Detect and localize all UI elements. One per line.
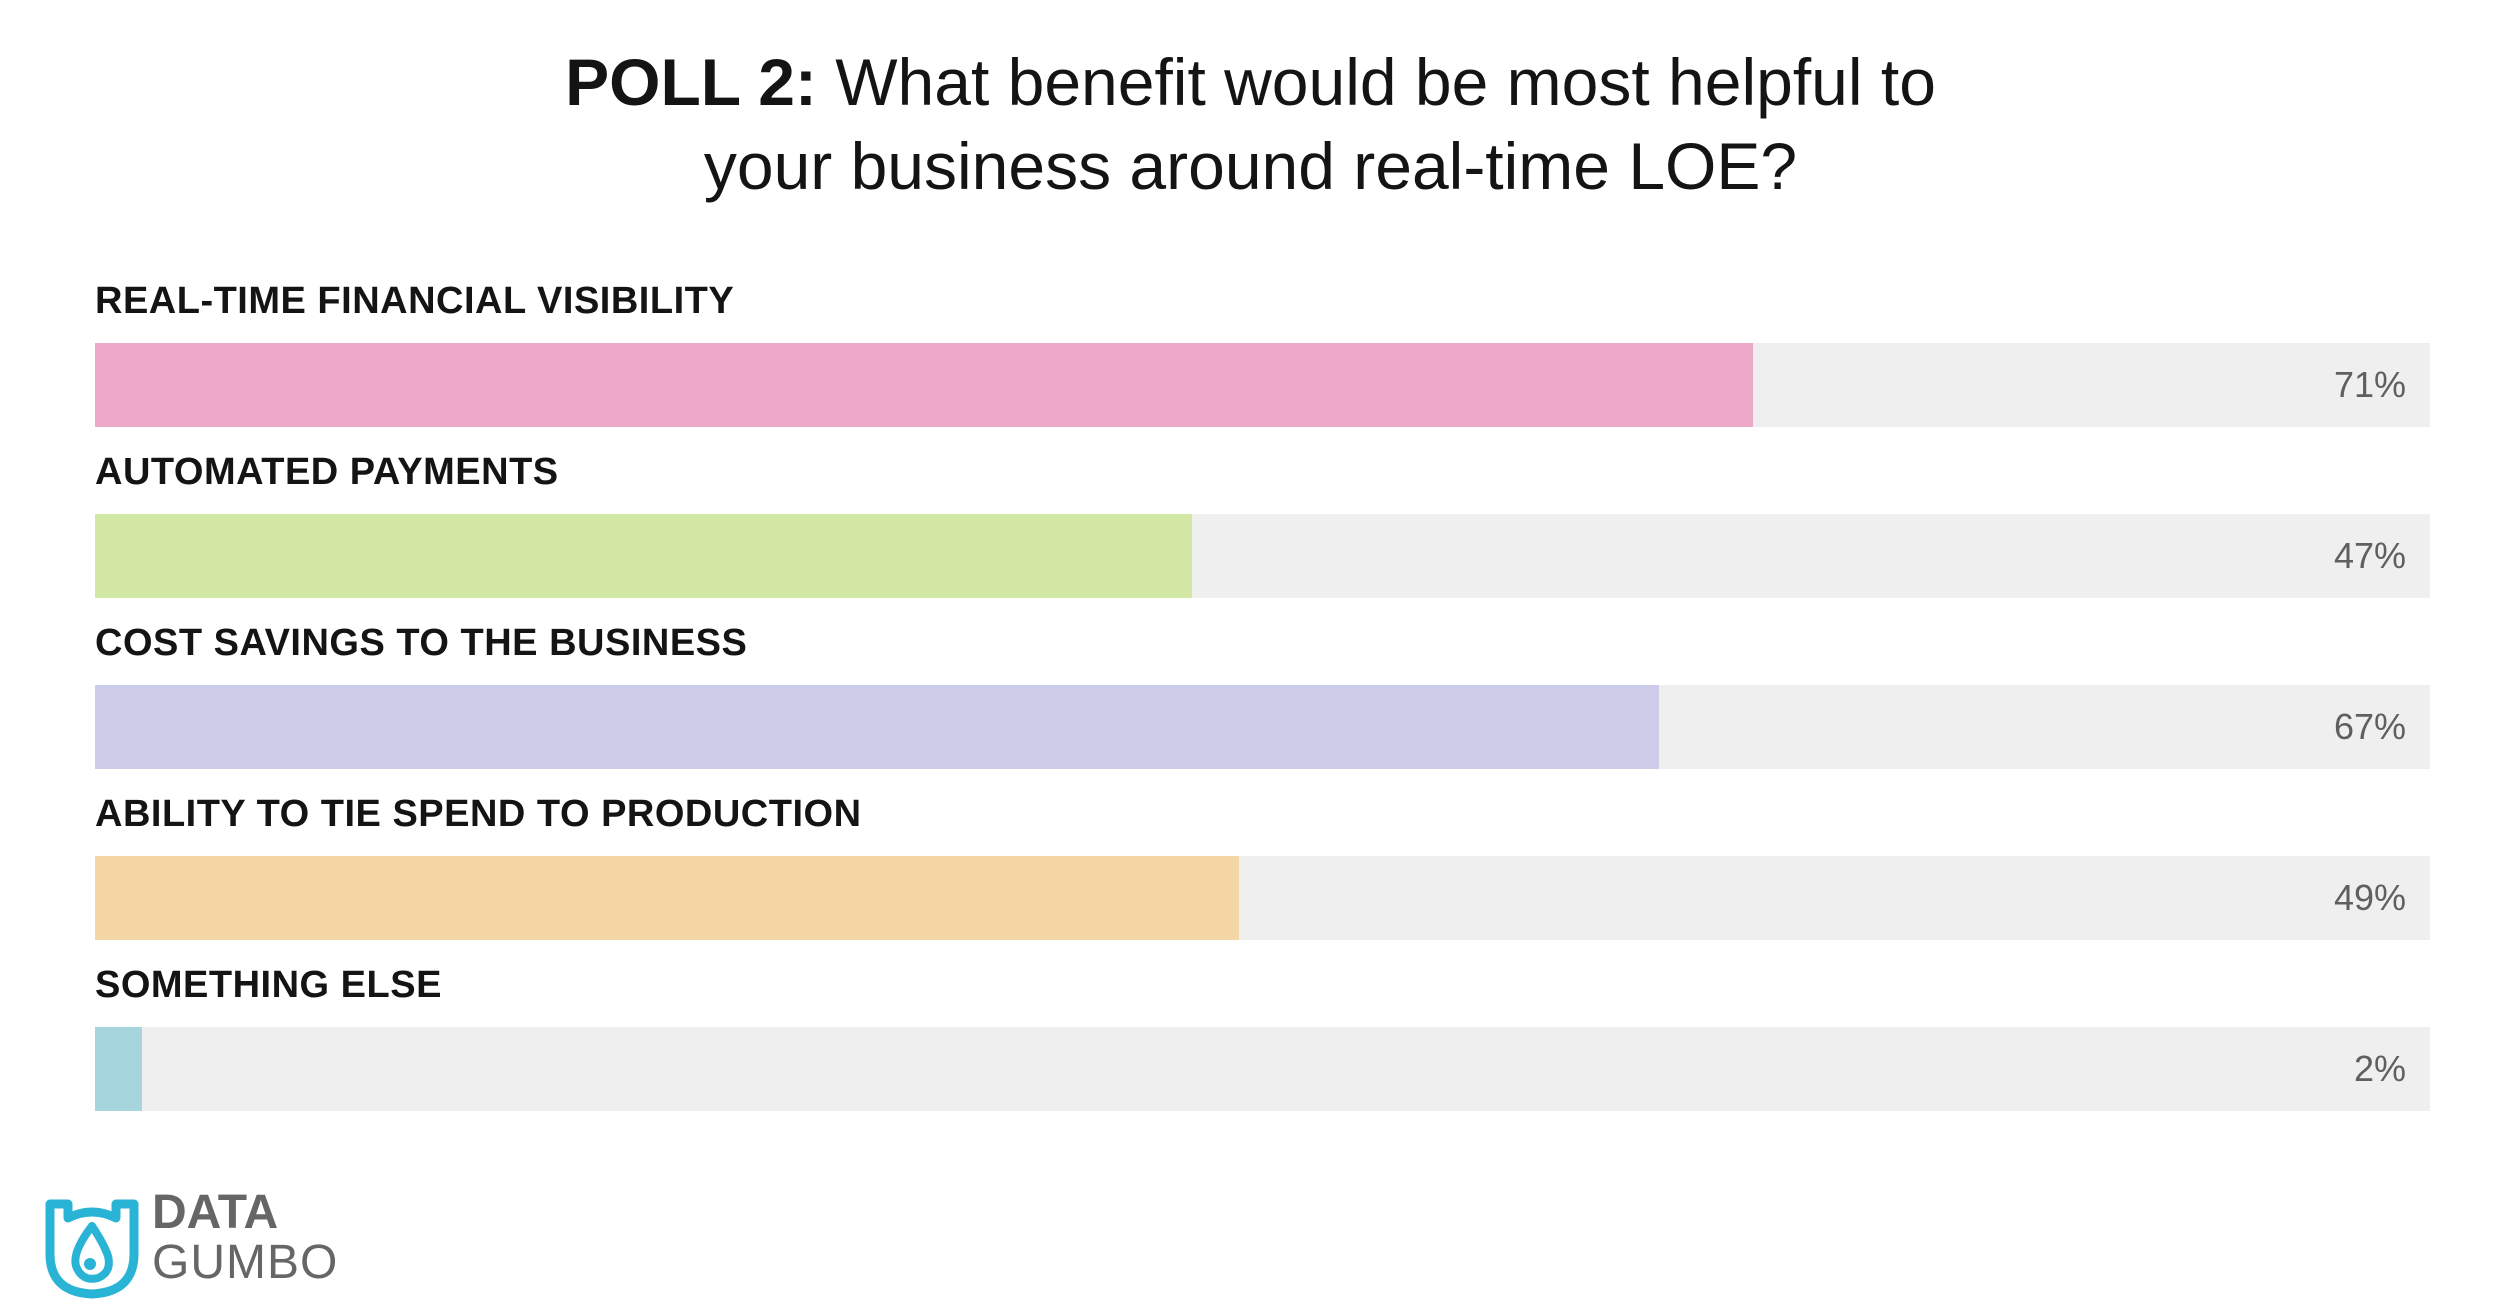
poll-number: POLL 2: bbox=[565, 45, 817, 119]
bar-fill bbox=[95, 514, 1193, 598]
bar-track: 71% bbox=[95, 343, 2430, 427]
bar-fill bbox=[95, 343, 1753, 427]
data-gumbo-logo: DATA GUMBO bbox=[40, 1188, 440, 1299]
category-label: ABILITY TO TIE SPEND TO PRODUCTION bbox=[95, 793, 862, 835]
logo-wordmark: DATA GUMBO bbox=[152, 1188, 338, 1288]
logo-line2: GUMBO bbox=[152, 1236, 339, 1289]
question-part1: What benefit would be most helpful to bbox=[835, 45, 1936, 119]
bar-row: COST SAVINGS TO THE BUSINESS 67% bbox=[95, 612, 2430, 783]
category-label: AUTOMATED PAYMENTS bbox=[95, 451, 559, 493]
value-label: 71% bbox=[2333, 364, 2406, 405]
value-label: 47% bbox=[2333, 535, 2406, 576]
bar-track: 47% bbox=[95, 514, 2430, 598]
value-label: 2% bbox=[2353, 1048, 2406, 1089]
bar-fill bbox=[95, 856, 1240, 940]
logo-line1: DATA bbox=[152, 1186, 279, 1239]
category-label: SOMETHING ELSE bbox=[95, 964, 442, 1006]
chart-title: POLL 2: What benefit would be most helpf… bbox=[0, 40, 2501, 208]
chart-title-line1: POLL 2: What benefit would be most helpf… bbox=[0, 40, 2501, 124]
bar-row: ABILITY TO TIE SPEND TO PRODUCTION 49% bbox=[95, 783, 2430, 954]
value-label: 67% bbox=[2333, 706, 2406, 747]
bar-row: REAL-TIME FINANCIAL VISIBILITY 71% bbox=[95, 270, 2430, 441]
category-label: REAL-TIME FINANCIAL VISIBILITY bbox=[95, 280, 735, 322]
value-label: 49% bbox=[2333, 877, 2406, 918]
chart-title-line2: your business around real-time LOE? bbox=[703, 129, 1798, 203]
bar-row: AUTOMATED PAYMENTS 47% bbox=[95, 441, 2430, 612]
bar-fill bbox=[95, 1027, 142, 1111]
bar-fill bbox=[95, 685, 1660, 769]
bar-track: 2% bbox=[95, 1027, 2430, 1111]
bar-track: 49% bbox=[95, 856, 2430, 940]
bar-row: SOMETHING ELSE 2% bbox=[95, 954, 2430, 1125]
bar-track: 67% bbox=[95, 685, 2430, 769]
bar-chart: REAL-TIME FINANCIAL VISIBILITY 71% AUTOMAT… bbox=[95, 270, 2430, 1125]
category-label: COST SAVINGS TO THE BUSINESS bbox=[95, 622, 748, 664]
droplet-shield-icon bbox=[45, 1199, 139, 1299]
